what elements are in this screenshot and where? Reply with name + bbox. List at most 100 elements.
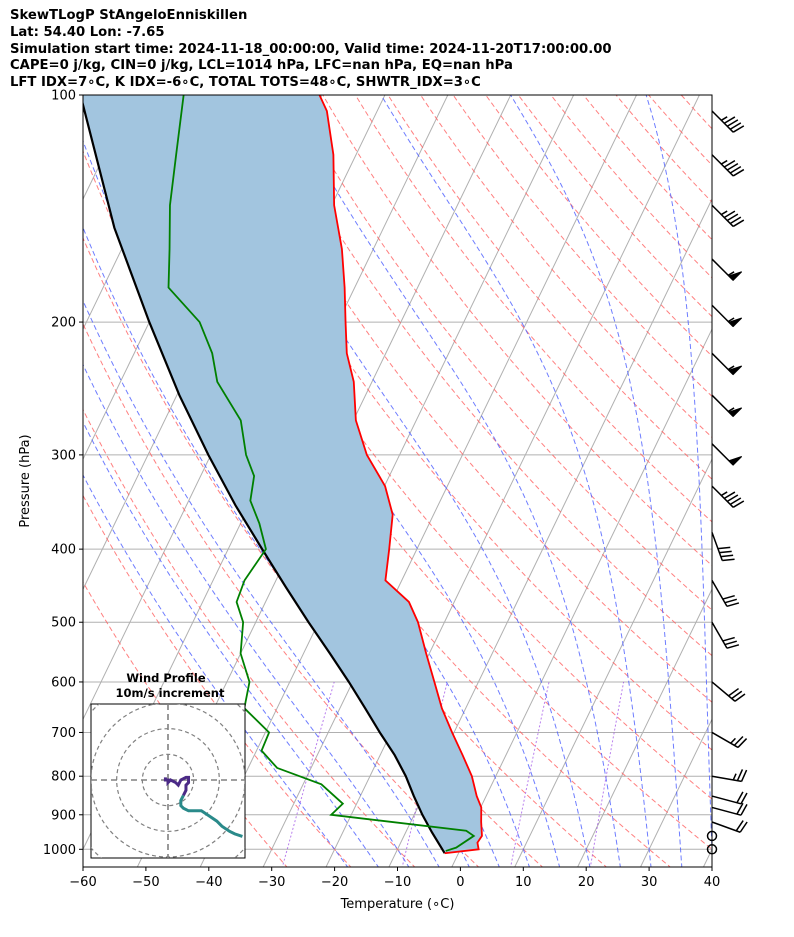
barb-feather [727,407,735,413]
barb-feather [726,644,740,649]
barb-feather [726,602,740,608]
barb-feather [732,125,745,133]
wind-barb [711,731,748,749]
dry-adiabat [680,95,712,130]
x-tick-label: −10 [384,875,411,890]
wind-barb [711,110,745,133]
x-tick-label: −60 [69,875,96,890]
dry-adiabat [452,95,712,398]
barb-feather [740,769,748,782]
x-tick-label: 30 [641,875,658,890]
barb-feather [724,598,737,604]
wind-barb [711,532,735,562]
barb-feather [719,550,732,554]
wind-barb [711,579,740,608]
wind-barb [711,681,746,702]
wind-barb [711,258,743,281]
barb-feather [728,687,739,697]
barb-feather [730,737,736,744]
barb-feather [736,791,744,804]
y-tick-label: 1000 [43,843,76,858]
barb-staff [711,731,739,749]
dry-adiabat [322,95,712,567]
barb-staff [711,821,741,833]
moist-adiabat [645,95,712,862]
x-tick-label: 40 [704,875,721,890]
isotherm-line [702,848,712,867]
barb-feather [726,162,739,171]
wind-barb [711,791,748,805]
barb-feather [722,636,735,642]
barb-staff [711,621,728,649]
mixing-ratio-line [589,681,625,867]
isotherm-line [639,718,712,867]
wind-barb [711,204,745,228]
isotherm-line [577,588,712,867]
dry-adiabat [647,95,712,166]
y-tick-label: 300 [51,448,76,463]
isotherm-line [0,78,79,868]
dry-adiabat [354,95,712,523]
hodograph-subtitle: 10m/s increment [116,686,225,700]
barb-feather [732,168,745,177]
x-tick-label: 10 [515,875,532,890]
barb-staff [711,154,734,177]
hodograph-title: Wind Profile [126,671,206,685]
barb-pennant [728,456,743,466]
y-tick-label: 100 [51,89,76,104]
y-tick-label: 400 [51,543,76,558]
barb-staff [711,795,742,805]
barb-pennant [728,365,743,376]
indices-line-2: LFT IDX=7∘C, K IDX=-6∘C, TOTAL TOTS=48∘C… [10,75,481,91]
x-tick-label: −30 [258,875,285,890]
barb-feather [717,546,731,550]
y-tick-label: 500 [51,616,76,631]
time-line: Simulation start time: 2024-11-18_00:00:… [10,41,612,57]
barb-feather [727,317,735,323]
isotherm-line [0,78,16,868]
barb-feather [740,792,748,805]
barb-feather [720,116,728,121]
y-tick-label: 900 [51,808,76,823]
isotherm-line [451,327,712,867]
barb-feather [736,769,744,781]
y-tick-label: 800 [51,770,76,785]
mixing-ratio-line [401,681,448,867]
barb-feather [726,213,739,222]
barb-feather [732,500,745,508]
barb-feather [720,554,734,558]
wind-barb [711,802,748,816]
hodograph-plot [91,704,245,858]
moist-adiabat [83,299,440,867]
wind-barb [711,304,743,328]
barb-pennant [728,271,743,281]
barb-feather [739,821,748,833]
barb-staff [711,204,734,227]
wind-barb [711,352,743,376]
moist-adiabat [207,95,591,867]
hodograph-trace-lower [179,794,243,838]
barb-staff [711,806,742,816]
dry-adiabat [83,494,352,867]
barb-feather [720,159,728,165]
wind-barbs [706,110,748,855]
barb-pennant [728,317,743,328]
wind-barb [711,485,745,508]
location-line: Lat: 54.40 Lon: -7.65 [10,24,165,40]
y-tick-label: 600 [51,675,76,690]
barb-feather [723,210,736,219]
barb-feather [723,116,736,124]
barb-feather [722,594,735,600]
barb-feather [726,494,739,503]
barb-feather [722,558,735,562]
isotherm-line [325,95,700,867]
dry-adiabat [94,95,671,867]
barb-feather [729,165,742,174]
isotherm-line [262,95,638,867]
barb-feather [726,119,739,127]
dry-adiabat [387,95,712,480]
barb-staff [711,681,736,702]
indices-line-1: CAPE=0 j/kg, CIN=0 j/kg, LCL=1014 hPa, L… [10,58,513,74]
dry-adiabat [699,78,794,868]
